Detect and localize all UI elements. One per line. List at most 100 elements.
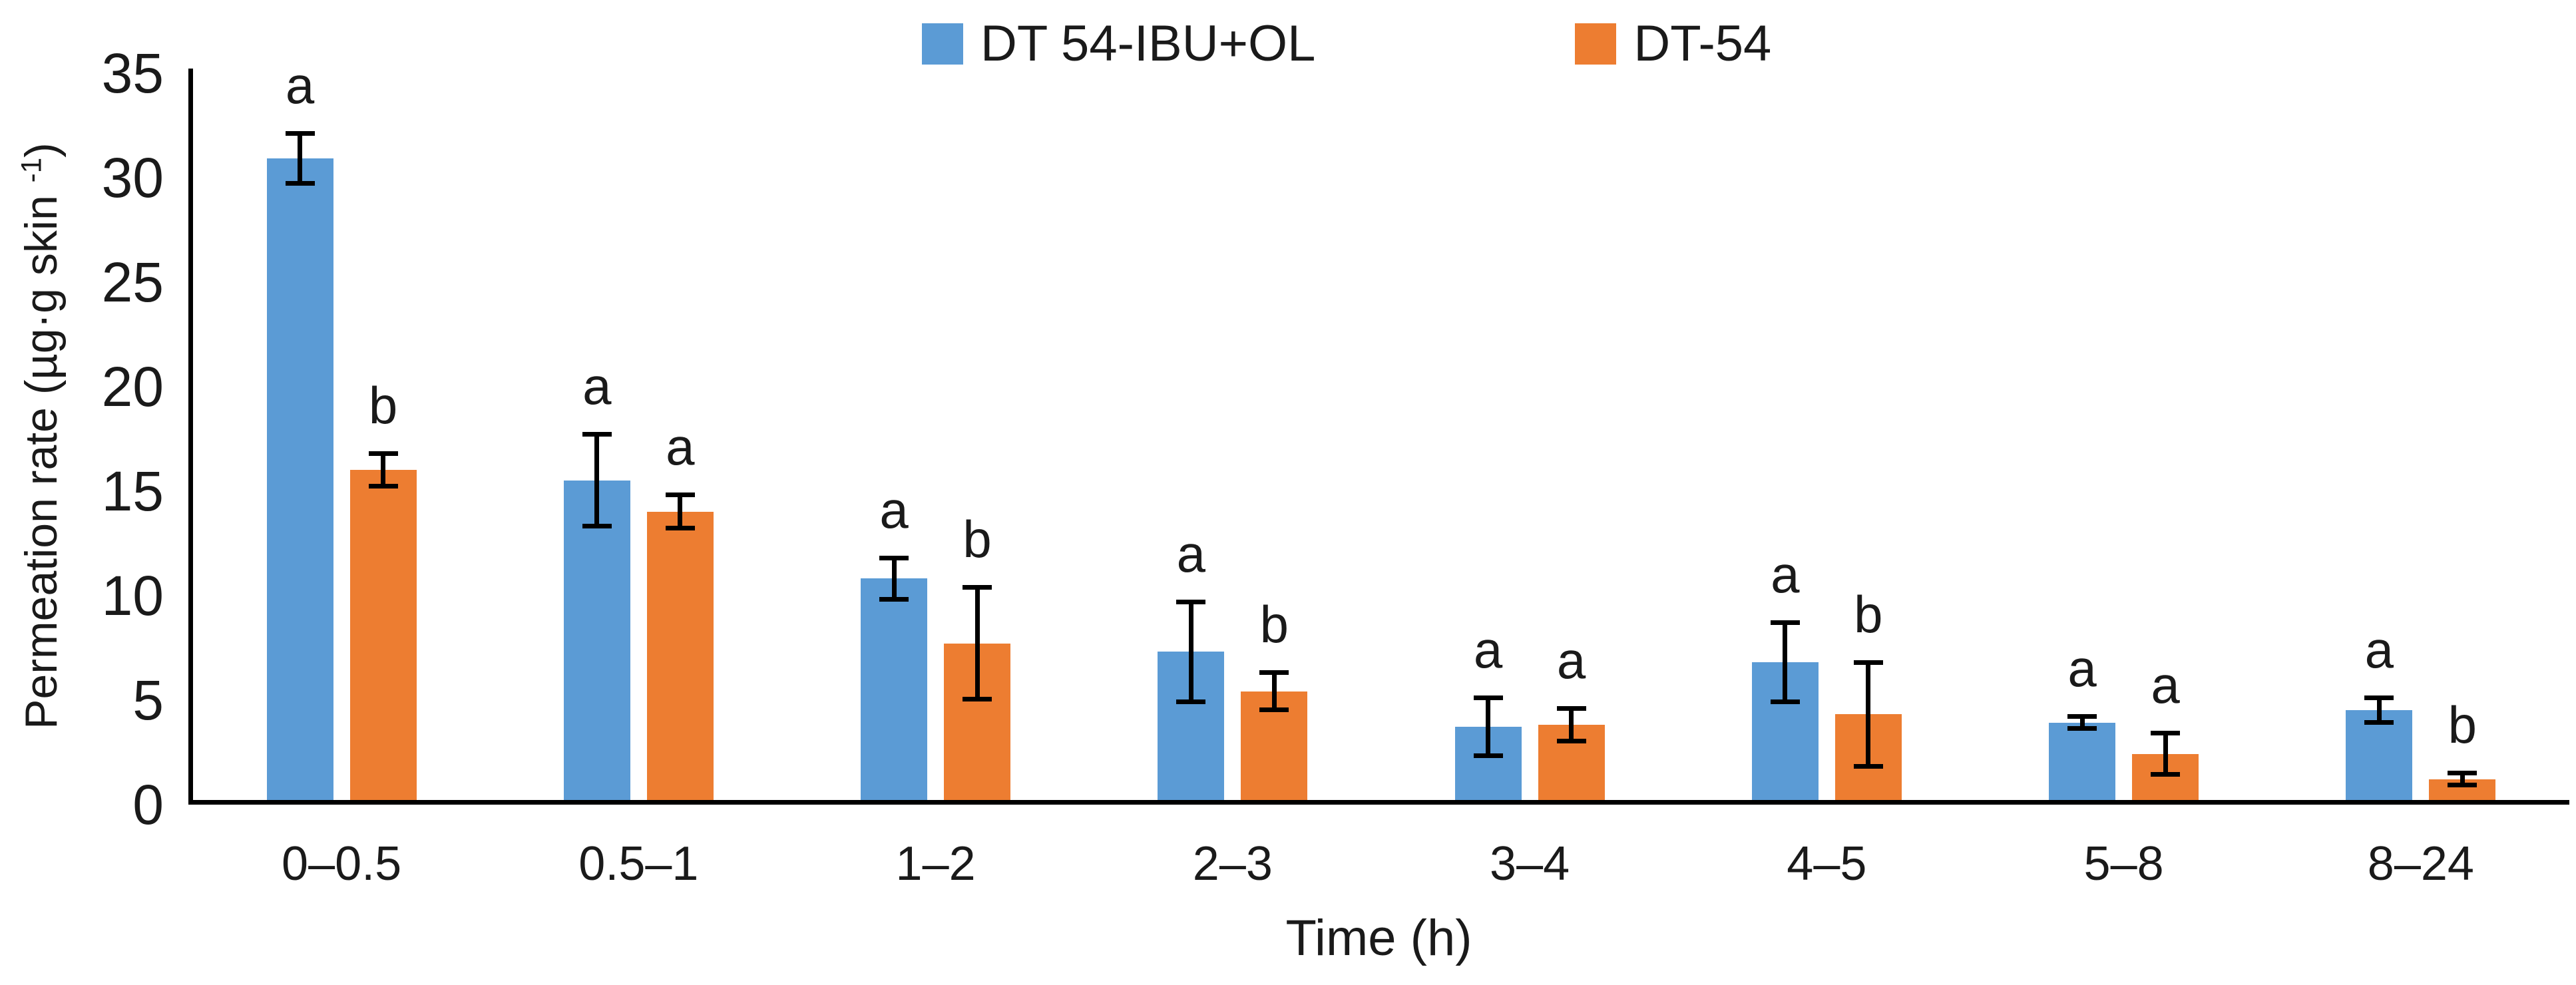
error-bar	[368, 451, 398, 489]
significance-letter: a	[285, 56, 315, 115]
legend-swatch-icon	[1575, 23, 1617, 65]
error-bar-cap	[2448, 783, 2477, 788]
error-bar-cap	[1176, 699, 1206, 704]
error-bar	[1473, 695, 1503, 759]
error-bar-cap	[879, 555, 909, 560]
error-bar-line	[1866, 660, 1871, 769]
error-bar	[2067, 714, 2097, 731]
x-tick-label-1–2: 1–2	[895, 837, 976, 890]
error-bar-cap	[1556, 739, 1586, 744]
error-bar	[1176, 599, 1206, 704]
error-bar-cap	[963, 697, 992, 702]
error-bar-cap	[2067, 714, 2097, 719]
error-bar-cap	[963, 584, 992, 590]
y-tick-label-15: 15	[101, 460, 164, 522]
error-bar-cap	[879, 596, 909, 602]
y-tick-label-5: 5	[132, 669, 164, 731]
significance-letter: a	[1556, 630, 1586, 690]
error-bar-cap	[1259, 707, 1289, 713]
error-bar	[2151, 731, 2181, 777]
legend-entry-dt54-ibu-ol: DT 54-IBU+OL	[922, 19, 1315, 69]
y-tick-label-30: 30	[101, 146, 164, 209]
error-bar	[582, 432, 612, 528]
error-bar-cap	[285, 131, 315, 136]
error-bar-cap	[1853, 763, 1883, 769]
significance-letter: a	[582, 357, 612, 416]
error-bar-cap	[1473, 695, 1503, 701]
bar-dt54-ibu-ol-5–8	[2049, 722, 2116, 800]
legend-swatch-icon	[922, 23, 963, 65]
y-tick-label-25: 25	[101, 251, 164, 313]
significance-letter: b	[1259, 595, 1289, 654]
error-bar-cap	[368, 451, 398, 456]
significance-letter: a	[1473, 620, 1503, 679]
x-tick-label-0.5–1: 0.5–1	[578, 837, 699, 890]
error-bar	[1770, 620, 1800, 704]
error-bar	[665, 492, 695, 530]
error-bar-line	[1783, 620, 1788, 704]
significance-letter: a	[1176, 524, 1206, 583]
error-bar-cap	[2448, 771, 2477, 776]
error-bar-line	[1271, 670, 1277, 713]
legend-label: DT-54	[1633, 15, 1772, 72]
error-bar-line	[891, 555, 897, 602]
bar-dt54-0.5–1	[646, 511, 714, 800]
error-bar-line	[594, 432, 600, 528]
error-bar-cap	[2067, 726, 2097, 731]
x-tick-label-8–24: 8–24	[2367, 837, 2474, 890]
significance-letter: b	[1854, 584, 1883, 644]
error-bar	[1259, 670, 1289, 713]
legend-entry-dt54: DT-54	[1575, 19, 1771, 69]
error-bar-cap	[582, 523, 612, 528]
error-bar-line	[1486, 695, 1491, 759]
x-tick-label-2–3: 2–3	[1192, 837, 1273, 890]
significance-letter: a	[666, 417, 695, 477]
error-bar	[2448, 771, 2477, 788]
error-bar-cap	[582, 432, 612, 437]
error-bar-cap	[665, 525, 695, 530]
error-bar	[1556, 705, 1586, 744]
error-bar-line	[1188, 599, 1193, 704]
error-bar-cap	[1473, 753, 1503, 759]
x-axis-title: Time (h)	[1285, 910, 1472, 966]
error-bar	[2364, 695, 2394, 725]
error-bar-cap	[1176, 599, 1206, 604]
bar-dt54-ibu-ol-0.5–1	[563, 480, 630, 800]
error-bar-line	[2376, 695, 2382, 725]
significance-letter: a	[2364, 620, 2394, 679]
x-tick-label-5–8: 5–8	[2083, 837, 2164, 890]
error-bar-line	[678, 492, 683, 530]
error-bar-line	[2079, 714, 2085, 731]
significance-letter: a	[879, 480, 909, 539]
bar-dt54-ibu-ol-0–0.5	[266, 158, 333, 800]
error-bar-line	[2163, 731, 2168, 777]
error-bar-cap	[285, 180, 315, 186]
error-bar-line	[381, 451, 386, 489]
error-bar	[285, 131, 315, 186]
significance-letter: b	[368, 375, 398, 435]
x-tick-label-3–4: 3–4	[1490, 837, 1570, 890]
significance-letter: a	[1771, 544, 1800, 604]
significance-letter: a	[2151, 656, 2180, 715]
error-bar-cap	[1853, 660, 1883, 665]
error-bar-line	[1569, 705, 1574, 744]
x-tick-label-4–5: 4–5	[1787, 837, 1867, 890]
significance-letter: b	[2448, 695, 2477, 755]
bar-dt54-0–0.5	[349, 469, 417, 800]
error-bar-cap	[2151, 731, 2181, 736]
x-tick-label-0–0.5: 0–0.5	[282, 837, 402, 890]
legend-label: DT 54-IBU+OL	[980, 15, 1316, 72]
y-tick-label-0: 0	[132, 773, 164, 836]
error-bar	[1853, 660, 1883, 769]
bar-dt54-ibu-ol-8–24	[2346, 709, 2413, 800]
bar-dt54-ibu-ol-1–2	[861, 578, 928, 800]
error-bar-cap	[2151, 772, 2181, 777]
error-bar-cap	[665, 492, 695, 498]
error-bar-line	[298, 131, 303, 186]
y-axis-title: Permeation rate (µg·g skin -1)	[15, 142, 67, 729]
y-tick-label-10: 10	[101, 564, 164, 627]
error-bar-cap	[2364, 719, 2394, 725]
error-bar-cap	[1259, 670, 1289, 676]
